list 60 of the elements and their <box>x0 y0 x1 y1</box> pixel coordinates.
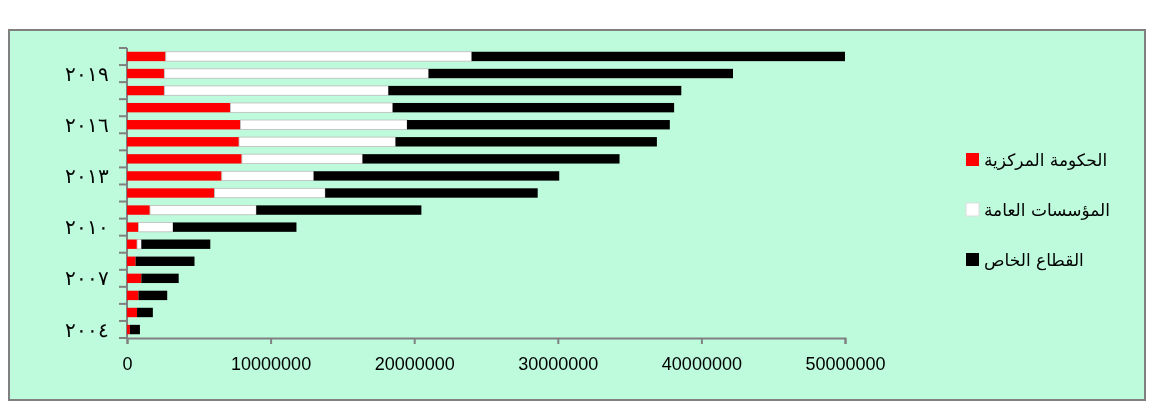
legend-label: القطاع الخاص <box>984 249 1084 271</box>
bar <box>127 137 240 147</box>
bar <box>127 68 165 79</box>
x-tick-label: 50000000 <box>805 354 886 375</box>
legend-label: المؤسسات العامة <box>984 199 1111 220</box>
x-tick-label: 40000000 <box>661 354 742 375</box>
bar <box>138 222 174 233</box>
y-tick-label: ٢٠٠٤ <box>65 318 109 341</box>
bar <box>127 154 242 164</box>
bar <box>127 307 138 318</box>
y-tick-label: ٢٠٠٧ <box>65 267 109 290</box>
y-tick-label: ٢٠١٠ <box>65 216 109 239</box>
bar <box>240 119 408 130</box>
y-tick-label: ٢٠١٦ <box>65 113 109 136</box>
bar <box>172 222 297 232</box>
bar <box>407 120 670 130</box>
bar <box>165 51 473 62</box>
bar <box>127 171 222 181</box>
x-tick-label: 10000000 <box>231 354 312 375</box>
legend-label: الحكومة المركزية <box>984 149 1108 170</box>
bar <box>428 68 733 79</box>
bar <box>149 204 257 216</box>
bar <box>127 102 231 113</box>
bar <box>127 205 150 215</box>
bar <box>127 85 165 96</box>
bar <box>127 51 166 62</box>
bar <box>392 102 675 113</box>
bar <box>127 222 139 232</box>
bar <box>238 136 396 147</box>
bar <box>137 307 153 318</box>
bar <box>138 290 168 301</box>
bar <box>221 170 315 182</box>
bar <box>229 102 394 113</box>
bar <box>127 273 142 284</box>
x-tick-label: 20000000 <box>374 354 455 375</box>
bar <box>127 256 136 266</box>
bar <box>127 290 139 301</box>
bar <box>241 153 363 164</box>
y-tick-label: ٢٠١٣ <box>65 164 109 187</box>
bar <box>136 239 142 250</box>
bar <box>141 239 211 249</box>
x-tick-label: 30000000 <box>518 354 599 375</box>
bar <box>313 171 560 181</box>
bar <box>214 187 326 199</box>
bar <box>127 188 215 198</box>
bar <box>325 188 538 198</box>
bar <box>127 324 130 335</box>
bar <box>163 68 429 79</box>
bar <box>127 120 241 130</box>
bar <box>471 51 845 62</box>
x-tick-label: 0 <box>122 354 133 375</box>
bar <box>395 137 657 147</box>
bar <box>163 85 389 96</box>
bar <box>388 85 682 96</box>
y-tick-label: ٢٠١٩ <box>65 62 109 85</box>
bar <box>135 256 195 266</box>
bar <box>362 154 620 164</box>
bar <box>141 273 179 284</box>
bar <box>129 324 140 335</box>
bar <box>256 205 422 215</box>
